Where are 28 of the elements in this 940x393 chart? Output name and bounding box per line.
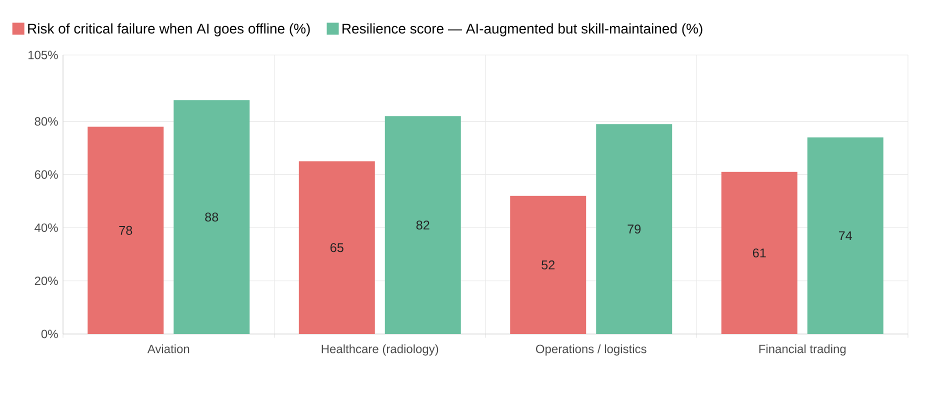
y-tick-label: 80% bbox=[34, 117, 58, 126]
bar bbox=[596, 124, 672, 334]
y-tick-label: 60% bbox=[34, 170, 58, 179]
data-label: 52 bbox=[542, 260, 555, 270]
y-tick-label: 105% bbox=[28, 50, 58, 60]
y-tick-label: 0% bbox=[41, 330, 58, 338]
data-label: 78 bbox=[119, 226, 132, 235]
data-label: 65 bbox=[330, 243, 344, 252]
x-tick-label: Financial trading bbox=[759, 344, 846, 356]
bar bbox=[807, 137, 884, 334]
bar bbox=[384, 116, 461, 334]
legend-label: Risk of critical failure when AI goes offline (%) bbox=[28, 23, 310, 36]
data-label: 79 bbox=[628, 224, 641, 234]
bar bbox=[721, 172, 798, 334]
bar bbox=[88, 126, 164, 334]
data-label: 82 bbox=[416, 220, 430, 230]
y-tick-label: 40% bbox=[34, 223, 58, 232]
x-tick-label: Aviation bbox=[147, 344, 190, 354]
bar bbox=[298, 161, 375, 334]
data-label: 88 bbox=[205, 212, 218, 222]
legend-label: Resilience score — AI-augmented but skill-maintained (%) bbox=[342, 23, 702, 36]
data-label: 74 bbox=[838, 231, 852, 240]
y-tick-label: 20% bbox=[34, 276, 58, 286]
x-tick-label: Healthcare (radiology) bbox=[322, 344, 438, 356]
x-tick-label: Operations / logistics bbox=[536, 344, 646, 356]
bar bbox=[174, 100, 250, 334]
bar bbox=[510, 196, 586, 334]
data-label: 61 bbox=[752, 248, 766, 258]
